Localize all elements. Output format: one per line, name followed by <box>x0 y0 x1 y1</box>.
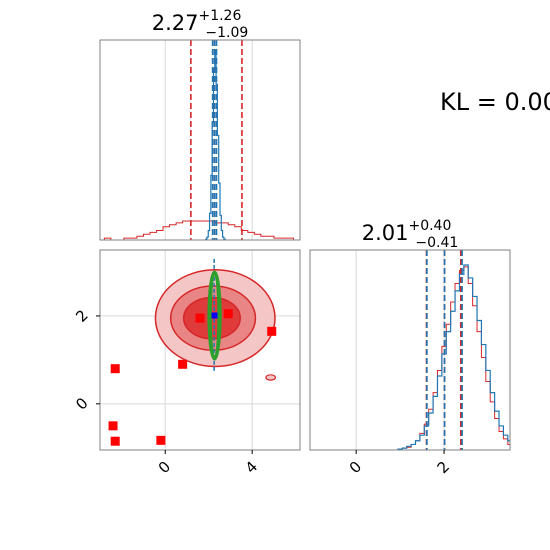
axes-frame <box>99 249 301 451</box>
red-square-marker <box>156 435 166 445</box>
red-square-marker <box>223 309 233 319</box>
grid-lines <box>164 40 253 240</box>
x-tick-label: 0 <box>155 458 174 477</box>
blue-histogram <box>397 264 510 450</box>
red-square-marker <box>110 364 120 374</box>
green-ellipse <box>209 272 220 359</box>
quantile-lines <box>425 250 463 450</box>
contour-layer <box>108 258 277 446</box>
marginal-panel-1: 2.27+1.26 −1.09 <box>99 8 301 241</box>
y-tick-label: 2 <box>72 306 91 325</box>
grid-lines <box>355 250 445 450</box>
red-square-marker <box>108 421 118 431</box>
red-square-marker <box>195 313 205 323</box>
blue-square-marker <box>211 312 218 319</box>
marginal-title-1: 2.27+1.26 −1.09 <box>152 8 249 41</box>
x-tick-label: 4 <box>242 458 261 477</box>
red-histogram <box>103 220 300 240</box>
kl-annotation: KL = 0.00 <box>440 88 550 116</box>
red-square-marker <box>267 326 277 336</box>
x-tick-label: 2 <box>434 458 453 477</box>
green-ellipse <box>207 270 222 361</box>
red-square-marker <box>178 359 188 369</box>
axes-frame <box>309 249 511 451</box>
red-contour-outlier <box>265 374 277 381</box>
y-tick-label: 0 <box>72 394 91 413</box>
x-tick-label: 0 <box>346 458 365 477</box>
quantile-lines <box>190 40 243 240</box>
blue-histogram <box>205 49 226 240</box>
marginal-title-2: 2.01+0.40 −0.41 <box>362 218 459 251</box>
axes-frame <box>99 39 301 241</box>
red-square-marker <box>110 436 120 446</box>
joint-panel: 0 4 0 2 <box>72 249 301 477</box>
